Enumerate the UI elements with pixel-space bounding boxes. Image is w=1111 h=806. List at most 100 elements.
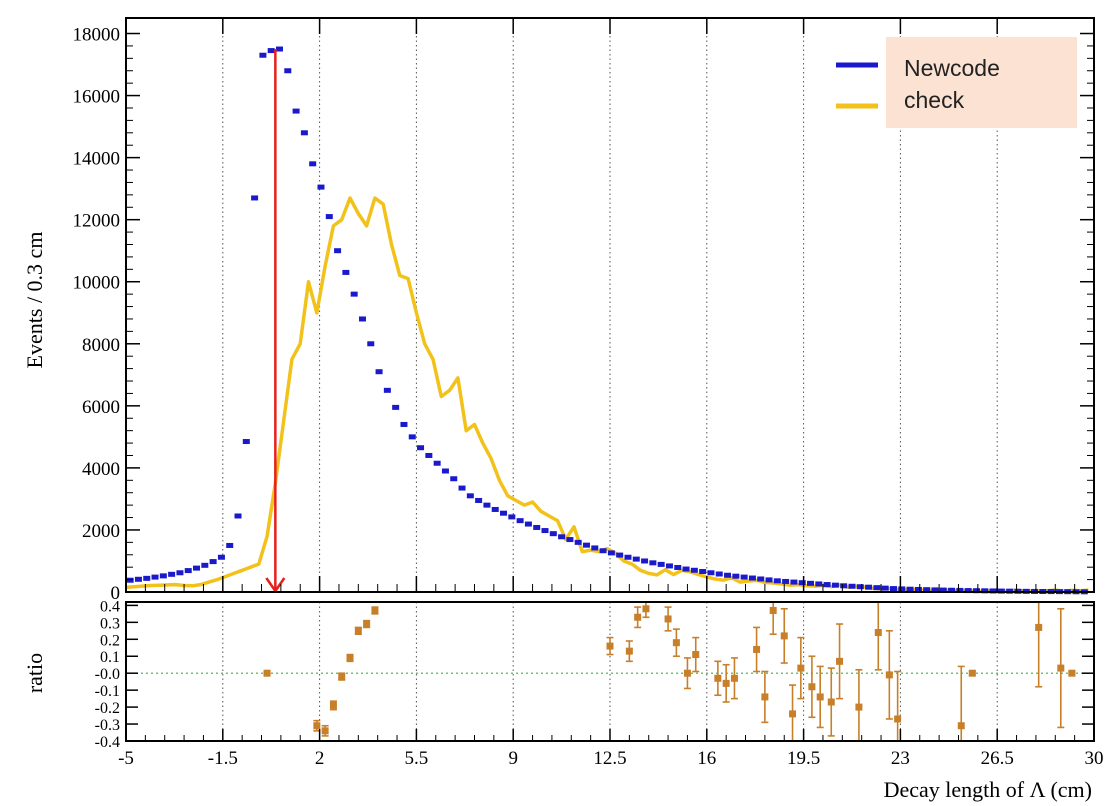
newcode-point-100	[956, 587, 964, 593]
newcode-point-12	[226, 542, 234, 548]
ratio-point-25	[797, 664, 805, 672]
newcode-point-92	[889, 586, 897, 592]
newcode-point-52	[558, 534, 566, 540]
ratio-point-23	[780, 632, 788, 640]
main-y-tick-label-0: 0	[111, 583, 121, 604]
newcode-point-1	[134, 576, 142, 582]
newcode-point-24	[325, 214, 333, 220]
newcode-point-45	[500, 510, 508, 516]
legend-label-check: check	[904, 87, 965, 113]
newcode-point-75	[748, 575, 756, 581]
newcode-point-41	[466, 493, 474, 499]
newcode-point-32	[392, 404, 400, 410]
newcode-point-34	[408, 434, 416, 440]
ratio-point-29	[836, 657, 844, 665]
ratio-point-24	[789, 710, 797, 718]
ratio-point-28	[827, 698, 835, 706]
ratio-point-13	[664, 615, 672, 623]
newcode-point-59	[616, 552, 624, 558]
ratio-point-17	[714, 674, 722, 682]
ratio-point-20	[753, 645, 761, 653]
newcode-point-79	[782, 578, 790, 584]
newcode-point-35	[417, 445, 425, 451]
newcode-point-89	[865, 584, 873, 590]
newcode-point-82	[807, 580, 815, 586]
ratio-point-1	[313, 722, 321, 730]
ratio-point-36	[1035, 623, 1043, 631]
ratio-y-tick-label-0: -0.4	[95, 734, 120, 751]
main-panel-gridlines	[222, 18, 998, 592]
x-tick-label-8: 23	[891, 748, 910, 769]
x-tick-label-1: -1.5	[208, 748, 238, 769]
ratio-point-32	[885, 671, 893, 679]
newcode-point-48	[524, 521, 532, 527]
ratio-point-35	[968, 669, 976, 677]
series-ratio	[263, 601, 1076, 742]
ratio-point-2	[321, 727, 329, 735]
main-y-axis-title: Events / 0.3 cm	[22, 232, 47, 369]
ratio-point-8	[371, 606, 379, 614]
newcode-point-50	[541, 528, 549, 534]
ratio-point-10	[625, 647, 633, 655]
newcode-point-61	[632, 556, 640, 562]
newcode-point-62	[641, 558, 649, 564]
newcode-point-51	[549, 531, 557, 537]
newcode-point-37	[433, 460, 441, 466]
legend-background	[886, 37, 1077, 128]
newcode-point-71	[715, 571, 723, 577]
main-y-tick-label-6: 12000	[73, 211, 121, 232]
newcode-point-28	[358, 316, 366, 322]
newcode-point-83	[815, 581, 823, 587]
newcode-point-23	[317, 184, 325, 190]
newcode-point-16	[259, 52, 267, 58]
ratio-point-12	[642, 605, 650, 613]
newcode-point-98	[939, 587, 947, 593]
newcode-point-86	[840, 583, 848, 589]
main-y-tick-label-9: 18000	[73, 25, 121, 46]
ratio-y-axis-title: ratio	[22, 653, 47, 693]
ratio-y-tick-label-8: 0.4	[100, 598, 120, 615]
newcode-point-3	[151, 574, 159, 580]
ratio-panel-gridlines	[222, 602, 998, 741]
newcode-point-26	[342, 269, 350, 275]
newcode-point-93	[898, 586, 906, 592]
newcode-point-31	[383, 387, 391, 393]
newcode-point-25	[334, 248, 342, 254]
ratio-y-tick-label-6: 0.2	[100, 632, 120, 649]
main-y-tick-label-1: 2000	[82, 521, 120, 542]
newcode-point-29	[367, 341, 375, 347]
newcode-point-70	[707, 570, 715, 576]
newcode-point-9	[201, 562, 209, 568]
newcode-point-84	[823, 582, 831, 588]
ratio-point-33	[894, 715, 902, 723]
x-tick-label-5: 12.5	[593, 748, 626, 769]
newcode-point-39	[450, 476, 458, 482]
ratio-point-5	[346, 654, 354, 662]
legend-label-newcode: Newcode	[904, 55, 1000, 81]
x-tick-label-4: 9	[508, 748, 518, 769]
newcode-point-4	[159, 573, 167, 579]
newcode-point-69	[699, 569, 707, 575]
newcode-point-36	[425, 452, 433, 458]
newcode-point-7	[184, 568, 192, 574]
main-y-tick-label-5: 10000	[73, 273, 121, 294]
newcode-point-99	[948, 587, 956, 593]
newcode-point-94	[906, 586, 914, 592]
ratio-point-16	[692, 651, 700, 659]
ratio-point-34	[957, 722, 965, 730]
x-axis-title: Decay length of Λ (cm)	[884, 777, 1092, 802]
legend: Newcode check	[836, 37, 1077, 128]
main-y-tick-label-7: 14000	[73, 149, 121, 170]
ratio-y-tick-label-2: -0.2	[95, 700, 120, 717]
newcode-point-91	[881, 585, 889, 591]
ratio-point-3	[329, 701, 337, 709]
newcode-point-42	[475, 497, 483, 503]
newcode-point-88	[856, 584, 864, 590]
newcode-point-102	[972, 588, 980, 594]
newcode-point-21	[300, 130, 308, 136]
newcode-point-14	[242, 439, 250, 445]
series-check	[125, 196, 1089, 593]
ratio-point-18	[722, 679, 730, 687]
x-tick-label-10: 30	[1085, 748, 1104, 769]
